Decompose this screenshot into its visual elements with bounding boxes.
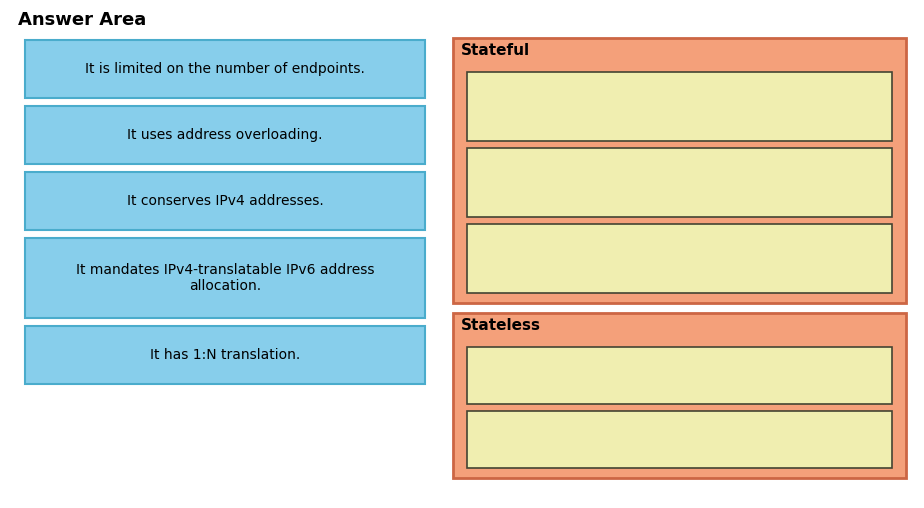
Text: It is limited on the number of endpoints.: It is limited on the number of endpoints… <box>85 62 365 76</box>
Text: Stateless: Stateless <box>461 318 541 333</box>
FancyBboxPatch shape <box>453 313 906 478</box>
FancyBboxPatch shape <box>467 148 892 217</box>
Text: It mandates IPv4-translatable IPv6 address
allocation.: It mandates IPv4-translatable IPv6 addre… <box>76 263 374 293</box>
Text: It has 1:N translation.: It has 1:N translation. <box>150 348 300 362</box>
FancyBboxPatch shape <box>467 224 892 293</box>
Text: Stateful: Stateful <box>461 43 530 58</box>
FancyBboxPatch shape <box>25 40 425 98</box>
FancyBboxPatch shape <box>467 347 892 404</box>
FancyBboxPatch shape <box>453 38 906 303</box>
Text: Answer Area: Answer Area <box>18 11 146 29</box>
Text: It uses address overloading.: It uses address overloading. <box>128 128 322 142</box>
FancyBboxPatch shape <box>467 411 892 468</box>
FancyBboxPatch shape <box>25 172 425 230</box>
FancyBboxPatch shape <box>25 238 425 318</box>
FancyBboxPatch shape <box>25 326 425 384</box>
Text: It conserves IPv4 addresses.: It conserves IPv4 addresses. <box>127 194 323 208</box>
FancyBboxPatch shape <box>467 72 892 141</box>
FancyBboxPatch shape <box>25 106 425 164</box>
